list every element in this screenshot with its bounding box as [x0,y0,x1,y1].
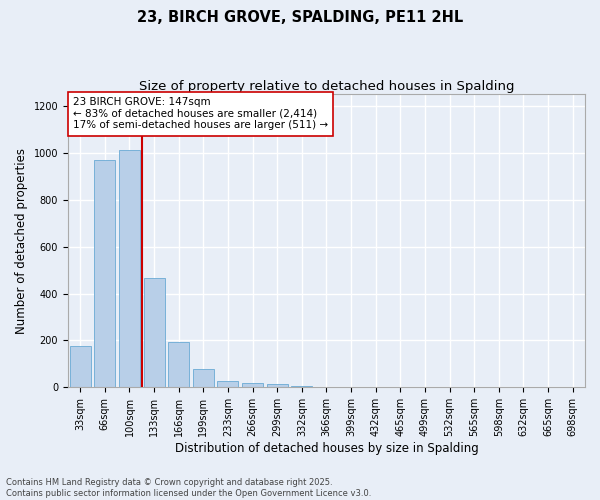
Y-axis label: Number of detached properties: Number of detached properties [15,148,28,334]
Bar [267,384,287,388]
Bar [94,160,115,388]
Title: Size of property relative to detached houses in Spalding: Size of property relative to detached ho… [139,80,514,93]
Bar [168,342,189,388]
Text: 23 BIRCH GROVE: 147sqm
← 83% of detached houses are smaller (2,414)
17% of semi-: 23 BIRCH GROVE: 147sqm ← 83% of detached… [73,97,328,130]
Bar [143,278,164,388]
Bar [242,382,263,388]
Text: Contains HM Land Registry data © Crown copyright and database right 2025.
Contai: Contains HM Land Registry data © Crown c… [6,478,371,498]
Bar [119,150,140,388]
X-axis label: Distribution of detached houses by size in Spalding: Distribution of detached houses by size … [175,442,478,455]
Bar [70,346,91,388]
Text: 23, BIRCH GROVE, SPALDING, PE11 2HL: 23, BIRCH GROVE, SPALDING, PE11 2HL [137,10,463,25]
Bar [292,386,312,388]
Bar [217,382,238,388]
Bar [193,369,214,388]
